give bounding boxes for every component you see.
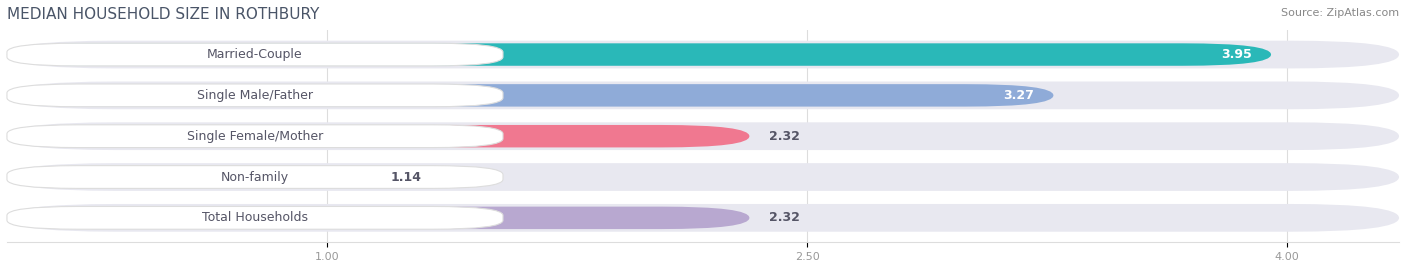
- Text: Single Male/Father: Single Male/Father: [197, 89, 314, 102]
- FancyBboxPatch shape: [7, 163, 1399, 191]
- FancyBboxPatch shape: [7, 166, 371, 188]
- Text: Total Households: Total Households: [202, 211, 308, 224]
- Text: MEDIAN HOUSEHOLD SIZE IN ROTHBURY: MEDIAN HOUSEHOLD SIZE IN ROTHBURY: [7, 7, 319, 22]
- FancyBboxPatch shape: [7, 82, 1399, 109]
- Text: 3.27: 3.27: [1004, 89, 1035, 102]
- FancyBboxPatch shape: [7, 204, 1399, 232]
- FancyBboxPatch shape: [7, 84, 1053, 107]
- FancyBboxPatch shape: [7, 122, 1399, 150]
- FancyBboxPatch shape: [7, 125, 749, 147]
- Text: Married-Couple: Married-Couple: [207, 48, 302, 61]
- FancyBboxPatch shape: [7, 43, 1271, 66]
- FancyBboxPatch shape: [7, 43, 503, 66]
- FancyBboxPatch shape: [7, 207, 503, 229]
- FancyBboxPatch shape: [7, 166, 503, 188]
- Text: Non-family: Non-family: [221, 171, 290, 183]
- Text: 2.32: 2.32: [769, 211, 800, 224]
- FancyBboxPatch shape: [7, 207, 749, 229]
- Text: 1.14: 1.14: [391, 171, 422, 183]
- Text: 2.32: 2.32: [769, 130, 800, 143]
- FancyBboxPatch shape: [7, 125, 503, 148]
- Text: 3.95: 3.95: [1220, 48, 1251, 61]
- Text: Source: ZipAtlas.com: Source: ZipAtlas.com: [1281, 8, 1399, 18]
- FancyBboxPatch shape: [7, 84, 503, 107]
- Text: Single Female/Mother: Single Female/Mother: [187, 130, 323, 143]
- FancyBboxPatch shape: [7, 41, 1399, 68]
